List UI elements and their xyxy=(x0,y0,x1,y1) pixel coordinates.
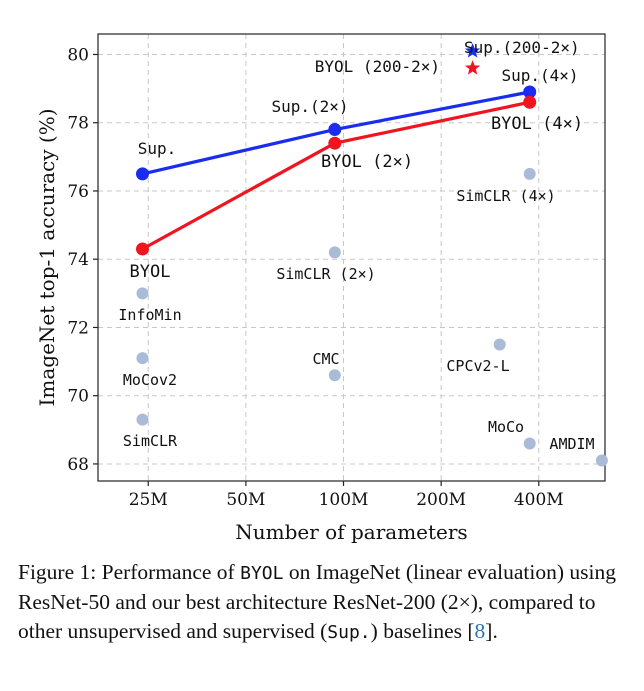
plot-frame xyxy=(97,33,606,482)
point-label: BYOL (2×) xyxy=(321,152,413,172)
point-label: CPCv2-L xyxy=(446,357,509,375)
point-label: InfoMin xyxy=(118,306,181,324)
point-label: BYOL xyxy=(130,262,171,282)
y-axis-title: ImageNet top-1 accuracy (%) xyxy=(35,108,59,406)
point-label: Sup.(4×) xyxy=(501,66,578,85)
y-tick-label: 78 xyxy=(67,114,89,134)
x-tick-label: 100M xyxy=(319,490,369,510)
point-label: BYOL (200-2×) xyxy=(315,57,440,76)
caption-method: BYOL xyxy=(240,563,284,584)
series-point xyxy=(523,85,537,99)
point-label: MoCo xyxy=(488,418,524,436)
caption-suffix: ) baselines [ xyxy=(370,619,475,643)
caption-end: ]. xyxy=(485,619,498,643)
star-point xyxy=(464,60,481,75)
point-label: AMDIM xyxy=(549,435,594,453)
y-tick-label: 80 xyxy=(67,45,89,65)
caption-sup: Sup. xyxy=(327,622,371,643)
x-tick-label: 50M xyxy=(226,490,265,510)
marks xyxy=(135,43,608,467)
axes: 68 70 72 74 76 78 80 25M 50M 100M 200M 400M Number o… xyxy=(35,33,606,544)
annotations: InfoMin MoCov2 SimCLR SimCLR (2×) CMC SimCLR … xyxy=(118,38,594,453)
figure-caption: Figure 1: Performance of BYOL on ImageNe… xyxy=(18,558,628,647)
x-tick-label: 400M xyxy=(514,490,564,510)
baseline-point xyxy=(136,413,149,426)
baseline-point xyxy=(523,437,536,450)
y-tick-label: 70 xyxy=(67,387,89,407)
baseline-point xyxy=(136,352,149,365)
point-label: CMC xyxy=(312,350,339,368)
baseline-point xyxy=(328,246,341,259)
x-axis-title: Number of parameters xyxy=(235,520,467,544)
baseline-point xyxy=(493,338,506,351)
x-tick-label: 200M xyxy=(416,490,466,510)
point-label: SimCLR (2×) xyxy=(276,265,375,283)
caption-prefix: Figure 1: Performance of xyxy=(18,560,241,584)
series-point xyxy=(135,167,149,181)
caption-reference-link[interactable]: 8 xyxy=(474,619,486,643)
y-tick-label: 68 xyxy=(67,455,89,475)
series-point xyxy=(523,95,537,109)
baseline-point xyxy=(595,454,608,467)
chart: 68 70 72 74 76 78 80 25M 50M 100M 200M 400M Number o… xyxy=(35,33,608,544)
point-label: MoCov2 xyxy=(123,371,177,389)
y-tick-label: 72 xyxy=(67,318,89,338)
point-label: SimCLR xyxy=(123,432,178,450)
star-point xyxy=(464,43,481,58)
point-label: Sup.(2×) xyxy=(271,97,348,116)
series-point xyxy=(328,136,342,150)
grid xyxy=(98,34,605,481)
point-label: SimCLR (4×) xyxy=(456,187,555,205)
baseline-point xyxy=(523,167,536,180)
series-point xyxy=(328,123,342,137)
x-tick-label: 25M xyxy=(129,490,168,510)
point-label: BYOL (4×) xyxy=(491,114,583,134)
point-label: Sup. xyxy=(138,139,177,158)
y-tick-label: 74 xyxy=(67,250,89,270)
y-tick-label: 76 xyxy=(67,182,89,202)
caption-middle: on ImageNet (linear evaluation) using Re… xyxy=(18,560,617,643)
baseline-point xyxy=(136,287,149,300)
point-label: Sup.(200-2×) xyxy=(464,38,580,57)
baseline-point xyxy=(328,369,341,382)
series-point xyxy=(135,242,149,256)
